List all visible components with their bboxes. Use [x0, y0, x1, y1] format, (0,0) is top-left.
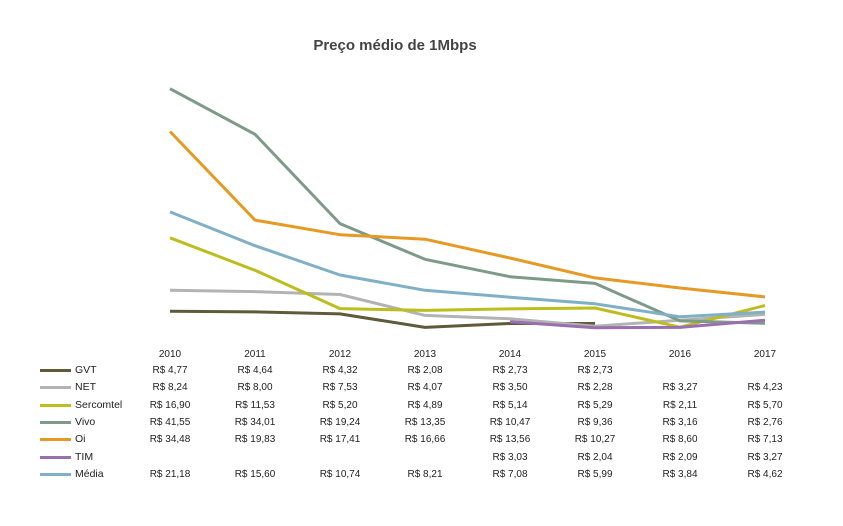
chart-title: Preço médio de 1Mbps [313, 37, 477, 54]
data-label: R$ 3,16 [662, 416, 698, 428]
table-row: Vivo R$ 41,55 R$ 34,01 R$ 19,24 R$ 13,35 R$ 1… [0, 414, 843, 431]
data-label: R$ 10,27 [574, 434, 616, 446]
data-label: R$ 34,01 [234, 416, 276, 428]
data-label: R$ 4,07 [407, 382, 443, 394]
data-label: R$ 4,89 [407, 399, 443, 411]
data-label: R$ 4,23 [747, 382, 783, 394]
data-label: R$ 13,35 [404, 416, 446, 428]
data-label: R$ 7,08 [492, 468, 528, 480]
data-label: R$ 17,41 [319, 434, 361, 446]
data-label: R$ 4,64 [237, 365, 273, 376]
legend-swatch [40, 386, 71, 390]
year-label: 2010 [158, 349, 182, 360]
data-label: R$ 41,55 [149, 416, 191, 428]
table-row: TIM R$ 3,03 R$ 2,04 R$ 2,09 R$ 3,27 [0, 449, 843, 466]
data-label: R$ 21,18 [149, 468, 191, 480]
data-label: R$ 9,36 [577, 416, 613, 428]
year-label: 2017 [753, 349, 777, 360]
year-header-row: 2010 2011 2012 2013 2014 2015 2016 2017 [0, 346, 843, 363]
legend-swatch [40, 403, 71, 407]
line-chart [168, 87, 766, 330]
data-label: R$ 7,53 [322, 382, 358, 394]
data-label: R$ 2,11 [662, 399, 698, 411]
data-label: R$ 16,90 [149, 399, 191, 411]
legend-label: Vivo [75, 415, 96, 428]
data-label: R$ 3,27 [747, 451, 783, 463]
legend-label: NET [75, 381, 96, 394]
data-label: R$ 3,84 [662, 468, 698, 480]
data-label: R$ 2,76 [747, 416, 783, 428]
data-label: R$ 15,60 [234, 468, 276, 480]
year-label: 2013 [413, 349, 437, 360]
data-label: R$ 5,20 [322, 399, 358, 411]
data-label: R$ 34,48 [149, 434, 191, 446]
series-line-sercomtel [169, 236, 766, 329]
table-row: GVT R$ 4,77 R$ 4,64 R$ 4,32 R$ 2,08 R$ 2,73 R$… [0, 362, 843, 379]
data-label: R$ 3,27 [662, 382, 698, 394]
legend-swatch [40, 438, 71, 442]
year-label: 2011 [244, 349, 266, 360]
data-label: R$ 4,32 [322, 365, 358, 376]
data-label: R$ 8,21 [407, 468, 443, 480]
series-line-oi [168, 130, 766, 299]
data-label: R$ 3,50 [492, 382, 528, 394]
year-label: 2016 [668, 349, 692, 360]
data-label: R$ 7,13 [747, 434, 783, 446]
series-layer [168, 87, 766, 330]
legend-label: Sercomtel [75, 398, 123, 411]
data-label: R$ 2,28 [577, 382, 613, 394]
data-label: R$ 8,60 [662, 434, 698, 446]
data-label: R$ 5,70 [747, 399, 783, 411]
data-label: R$ 4,62 [747, 468, 783, 480]
data-label: R$ 13,56 [489, 434, 531, 446]
data-label: R$ 19,24 [319, 416, 361, 428]
legend-label: TIM [75, 450, 94, 463]
legend-swatch [40, 455, 71, 459]
data-label: R$ 10,47 [489, 416, 531, 428]
data-label: R$ 10,74 [319, 468, 361, 480]
data-label: R$ 5,99 [577, 468, 613, 480]
legend-label: GVT [75, 364, 97, 376]
series-line-media [169, 210, 766, 319]
legend-swatch [40, 420, 71, 424]
year-label: 2012 [328, 349, 352, 360]
data-label: R$ 16,66 [404, 434, 446, 446]
data-label: R$ 2,73 [577, 365, 613, 376]
series-line-tim [509, 318, 766, 330]
table-row: Média R$ 21,18 R$ 15,60 R$ 10,74 R$ 8,21 R$ 7… [0, 466, 843, 483]
data-label: R$ 5,14 [492, 399, 528, 411]
data-label: R$ 3,03 [492, 451, 528, 463]
data-label: R$ 2,08 [407, 365, 443, 376]
data-label: R$ 4,77 [152, 365, 188, 376]
year-label: 2015 [583, 349, 607, 360]
legend-label: Média [75, 467, 104, 480]
year-label: 2014 [498, 349, 522, 360]
data-label: R$ 2,04 [577, 451, 613, 463]
data-label: R$ 2,09 [662, 451, 698, 463]
data-label: R$ 19,83 [234, 434, 276, 446]
legend-swatch [40, 472, 71, 476]
table-row: Oi R$ 34,48 R$ 19,83 R$ 17,41 R$ 16,66 R$ 13,… [0, 431, 843, 448]
table-row: Sercomtel R$ 16,90 R$ 11,53 R$ 5,20 R$ 4,89 R… [0, 397, 843, 414]
data-label: R$ 8,00 [237, 382, 273, 394]
series-line-net [169, 288, 766, 328]
table-row: NET R$ 8,24 R$ 8,00 R$ 7,53 R$ 4,07 R$ 3,50 R$… [0, 379, 843, 396]
data-label: R$ 11,53 [235, 399, 275, 411]
legend-swatch [40, 369, 71, 372]
data-label: R$ 8,24 [152, 382, 188, 394]
legend-label: Oi [75, 433, 86, 446]
data-label: R$ 5,29 [577, 399, 613, 411]
data-label: R$ 2,73 [492, 365, 528, 376]
